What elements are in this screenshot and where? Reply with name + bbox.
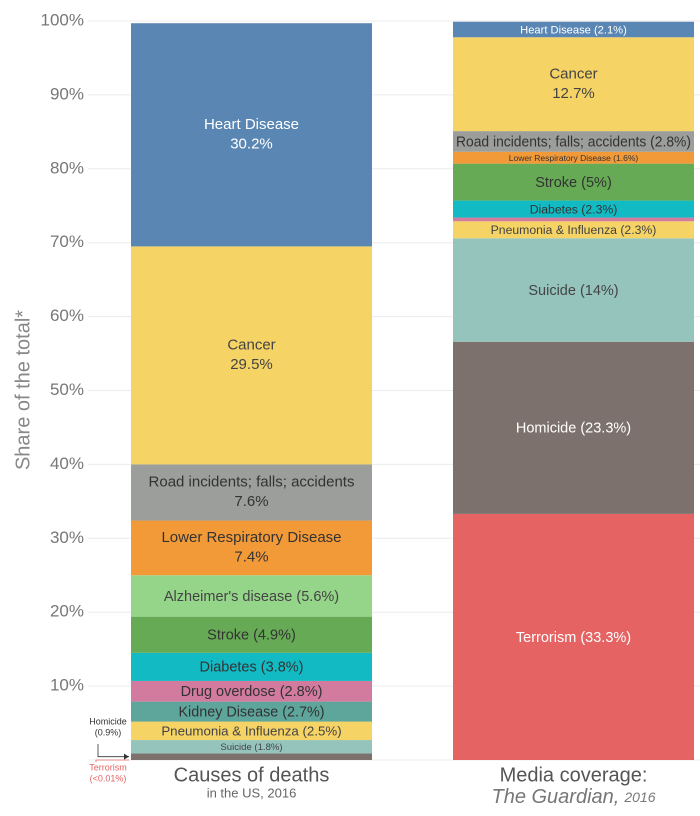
bar-segment (131, 652, 372, 681)
segment-label: Pneumonia & Influenza (2.5%) (161, 723, 341, 738)
callout-arrow (95, 759, 129, 762)
segment-label: Stroke (4.9%) (207, 628, 296, 644)
bar-segment (131, 740, 372, 754)
bar-segment (131, 721, 372, 741)
y-tick-label: 30% (50, 528, 84, 547)
segment-label: Kidney Disease (2.7%) (178, 704, 324, 720)
bar-segment (453, 341, 694, 514)
segment-label: Lower Respiratory Disease (161, 529, 341, 546)
y-tick-label: 40% (50, 454, 84, 473)
bar-segment (453, 513, 694, 760)
bar-segment (131, 246, 372, 465)
segment-label: Road incidents; falls; accidents (149, 474, 355, 491)
y-axis-label: Share of the total* (12, 310, 34, 470)
bar-segment (453, 200, 694, 218)
segment-label: Heart Disease (204, 116, 299, 133)
segment-label: Lower Respiratory Disease (1.6%) (509, 153, 639, 163)
segment-label: Suicide (1.8%) (220, 742, 282, 753)
y-tick-label: 60% (50, 306, 84, 325)
y-tick-label: 100% (41, 10, 84, 29)
callout-value: (0.9%) (95, 727, 122, 737)
segment-label: Drug overdose (2.8%) (181, 684, 323, 700)
segment-label: Heart Disease (2.1%) (520, 24, 627, 36)
callout-arrow (97, 744, 129, 758)
segment-label: Pneumonia & Influenza (2.3%) (491, 223, 657, 237)
segment-label: Cancer (227, 337, 275, 354)
segment-value: 7.6% (234, 493, 268, 510)
y-tick-label: 70% (50, 232, 84, 251)
segment-value: 30.2% (230, 136, 273, 153)
segment-label: Diabetes (2.3%) (530, 202, 618, 216)
bar-segment (131, 520, 372, 576)
bar-segment (453, 238, 694, 342)
segment-value: 29.5% (230, 356, 273, 373)
segment-label: Stroke (5%) (535, 175, 612, 191)
y-tick-label: 50% (50, 380, 84, 399)
y-tick-label: 10% (50, 676, 84, 695)
bar-subtitle: The Guardian, 2016 (491, 786, 655, 808)
segment-value: 7.4% (234, 549, 268, 566)
segment-label: Road incidents; falls; accidents (2.8%) (456, 134, 691, 150)
bar-subtitle: in the US, 2016 (207, 785, 297, 800)
bar-segment (131, 23, 372, 247)
arrow-head (124, 753, 129, 760)
callout-value: (<0.01%) (90, 773, 127, 783)
bar-segment (453, 131, 694, 152)
bar-segment (453, 21, 694, 38)
segment-label: Terrorism (33.3%) (516, 630, 631, 646)
y-tick-label: 20% (50, 602, 84, 621)
bar-segment (453, 37, 694, 132)
bar-title: Causes of deaths (174, 764, 330, 786)
bar-segment (131, 753, 372, 760)
bar-segment (131, 701, 372, 722)
segment-value: 12.7% (552, 85, 595, 102)
segment-label: Cancer (549, 65, 597, 82)
bar-subtitle-part: 2016 (623, 789, 655, 805)
bar-segment (131, 616, 372, 653)
y-tick-label: 90% (50, 84, 84, 103)
segment-label: Diabetes (3.8%) (200, 660, 304, 676)
bar-subtitle-part: The Guardian, (491, 786, 619, 808)
callout-label: Terrorism (89, 762, 127, 772)
bar-title: Media coverage: (500, 764, 648, 786)
segment-label: Suicide (14%) (528, 283, 618, 299)
bar-segment (453, 221, 694, 239)
bar-segment (131, 464, 372, 521)
segment-label: Homicide (23.3%) (516, 421, 631, 437)
bar-segment (453, 151, 694, 164)
y-tick-label: 80% (50, 158, 84, 177)
bar-segment (131, 575, 372, 617)
bar-segment (453, 163, 694, 201)
bar-segment (131, 680, 372, 702)
segment-label: Alzheimer's disease (5.6%) (164, 589, 339, 605)
callout-label: Homicide (89, 716, 127, 726)
bar-segment (453, 217, 694, 222)
